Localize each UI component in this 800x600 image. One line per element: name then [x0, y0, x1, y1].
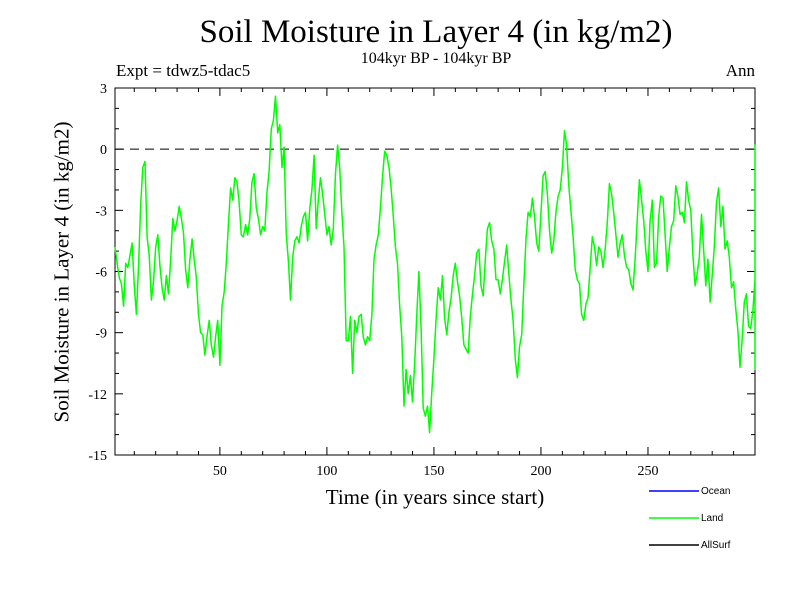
legend-label-allsurf: AllSurf: [701, 540, 731, 551]
y-tick-label: 0: [100, 143, 107, 158]
x-axis-label: Time (in years since start): [325, 485, 545, 509]
chart-title: Soil Moisture in Layer 4 (in kg/m2): [199, 14, 673, 50]
land-series-line: [114, 95, 756, 434]
y-tick-label: -15: [88, 449, 107, 464]
legend-label-land: Land: [701, 513, 723, 524]
y-tick-label: -6: [95, 266, 107, 281]
legend-label-ocean: Ocean: [701, 486, 730, 497]
x-tick-label: 150: [423, 464, 444, 479]
chart-subtitle: 104kyr BP - 104kyr BP: [360, 50, 512, 67]
x-tick-label: 200: [530, 464, 551, 479]
legend: Ocean Land AllSurf: [649, 486, 731, 551]
y-tick-label: 3: [100, 82, 107, 97]
season-label: Ann: [725, 61, 755, 80]
y-tick-label: -12: [88, 388, 107, 403]
experiment-label: Expt = tdwz5-tdac5: [116, 61, 251, 80]
plot-frame: [114, 87, 756, 456]
x-tick-label: 100: [316, 464, 337, 479]
x-tick-label: 50: [213, 464, 227, 479]
y-tick-label: -9: [95, 327, 107, 342]
x-tick-label: 250: [637, 464, 658, 479]
y-tick-label: -3: [95, 204, 107, 219]
